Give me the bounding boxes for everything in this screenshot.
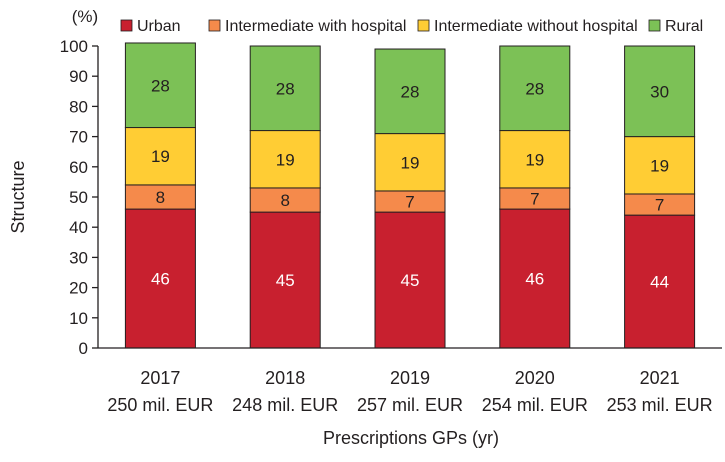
x-tick-label-amount: 250 mil. EUR bbox=[107, 395, 213, 415]
x-tick-label-amount: 253 mil. EUR bbox=[607, 395, 713, 415]
legend: Urban Intermediate with hospital Intermedi… bbox=[120, 18, 703, 35]
x-tick-label-year: 2021 bbox=[640, 368, 680, 388]
y-tick-label: 80 bbox=[69, 97, 88, 116]
x-tick-label-year: 2019 bbox=[390, 368, 430, 388]
y-tick-label: 10 bbox=[69, 309, 88, 328]
bar-segment bbox=[624, 214, 696, 349]
legend-label: Urban bbox=[137, 18, 181, 35]
y-tick-label: 50 bbox=[69, 188, 88, 207]
legend-label: Rural bbox=[665, 18, 703, 35]
bar-segment bbox=[499, 130, 571, 189]
data-label: 19 bbox=[151, 147, 170, 166]
data-label: 19 bbox=[650, 156, 669, 175]
y-unit-label: (%) bbox=[72, 7, 98, 26]
legend-swatch bbox=[208, 19, 221, 32]
bar-group-2018: 45 8 19 28 bbox=[249, 45, 321, 349]
data-label: 19 bbox=[401, 153, 420, 172]
y-tick-label: 90 bbox=[69, 67, 88, 86]
data-label: 7 bbox=[405, 193, 414, 212]
data-label: 7 bbox=[655, 196, 664, 215]
data-label: 45 bbox=[276, 271, 295, 290]
x-tick-label-amount: 257 mil. EUR bbox=[357, 395, 463, 415]
x-axis: 2017 250 mil. EUR 2018 248 mil. EUR 2019 257 … bbox=[98, 347, 722, 415]
bar-group-2017: 46 8 19 28 bbox=[124, 42, 196, 349]
legend-swatch bbox=[417, 19, 430, 32]
bar-segment bbox=[249, 130, 321, 189]
bars: 46 8 19 28 45 8 19 28 45 7 19 28 46 7 19 28 44 7 19 30 bbox=[124, 42, 696, 349]
data-label: 28 bbox=[151, 76, 170, 95]
data-label: 30 bbox=[650, 82, 669, 101]
bar-segment bbox=[249, 187, 321, 213]
legend-label: Intermediate without hospital bbox=[434, 18, 638, 35]
y-tick-label: 60 bbox=[69, 158, 88, 177]
y-axis-title: Structure bbox=[8, 160, 28, 233]
x-tick-label-year: 2020 bbox=[515, 368, 555, 388]
data-label: 7 bbox=[530, 190, 539, 209]
x-tick-label-year: 2018 bbox=[265, 368, 305, 388]
bar-group-2020: 46 7 19 28 bbox=[499, 45, 571, 349]
x-axis-title: Prescriptions GPs (yr) bbox=[323, 428, 499, 448]
y-tick-label: 30 bbox=[69, 248, 88, 267]
x-tick-label-amount: 254 mil. EUR bbox=[482, 395, 588, 415]
x-tick-label-amount: 248 mil. EUR bbox=[232, 395, 338, 415]
data-label: 19 bbox=[525, 150, 544, 169]
y-axis: 0 10 20 30 40 50 60 70 80 90 100 bbox=[60, 37, 99, 358]
bar-segment bbox=[624, 136, 696, 195]
bar-group-2021: 44 7 19 30 bbox=[624, 45, 696, 349]
bar-segment bbox=[124, 208, 196, 349]
bar-segment bbox=[249, 45, 321, 132]
bar-segment bbox=[124, 42, 196, 129]
data-label: 8 bbox=[156, 188, 165, 207]
bar-segment bbox=[374, 133, 446, 192]
data-label: 46 bbox=[151, 270, 170, 289]
data-label: 19 bbox=[276, 150, 295, 169]
legend-swatch bbox=[648, 19, 661, 32]
y-tick-label: 20 bbox=[69, 279, 88, 298]
y-tick-label: 70 bbox=[69, 128, 88, 147]
y-tick-label: 0 bbox=[79, 339, 88, 358]
legend-label: Intermediate with hospital bbox=[225, 18, 406, 35]
x-tick-label-year: 2017 bbox=[140, 368, 180, 388]
data-label: 45 bbox=[401, 271, 420, 290]
data-label: 28 bbox=[401, 82, 420, 101]
bar-group-2019: 45 7 19 28 bbox=[374, 48, 446, 349]
y-tick-label: 100 bbox=[60, 37, 88, 56]
data-label: 44 bbox=[650, 273, 669, 292]
bar-segment bbox=[499, 45, 571, 132]
data-label: 28 bbox=[525, 79, 544, 98]
bar-segment bbox=[499, 208, 571, 349]
bar-segment bbox=[624, 45, 696, 138]
data-label: 28 bbox=[276, 79, 295, 98]
data-label: 46 bbox=[525, 270, 544, 289]
y-tick-label: 40 bbox=[69, 218, 88, 237]
bar-segment bbox=[374, 48, 446, 135]
legend-swatch bbox=[120, 19, 133, 32]
data-label: 8 bbox=[280, 191, 289, 210]
